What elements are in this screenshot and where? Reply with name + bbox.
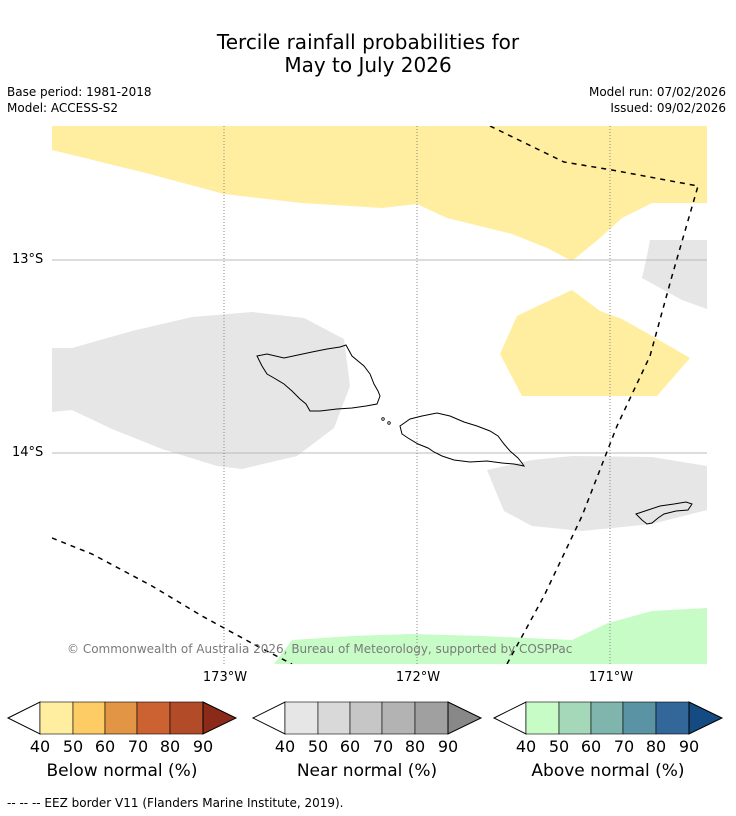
lon-label-173w: 173°W xyxy=(202,670,248,685)
above-tick-50: 50 xyxy=(548,737,570,756)
below-swatch-0 xyxy=(39,701,74,735)
near-swatch-1 xyxy=(317,701,351,735)
above-swatch-1 xyxy=(558,701,592,735)
near-swatch-2 xyxy=(349,701,383,735)
below-swatch-5 xyxy=(202,701,238,735)
above-tick-80: 80 xyxy=(645,737,667,756)
below-tick-70: 70 xyxy=(127,737,149,756)
above-swatch-3 xyxy=(622,701,657,735)
colorbar-near-svg xyxy=(251,701,483,735)
below-normal-region-middle xyxy=(500,290,690,396)
gridlines xyxy=(52,126,707,664)
above-normal-region xyxy=(274,608,707,664)
below-normal-region-top xyxy=(52,126,707,261)
map-canvas xyxy=(52,126,707,664)
meta-left: Base period: 1981-2018 Model: ACCESS-S2 xyxy=(7,84,152,116)
below-swatch-4 xyxy=(169,701,204,735)
above-tick-70: 70 xyxy=(613,737,635,756)
colorbar-above-normal xyxy=(492,701,724,735)
lon-label-172w: 172°W xyxy=(395,670,441,685)
colorbar-below-normal xyxy=(6,701,238,735)
near-tick-40: 40 xyxy=(274,737,296,756)
below-swatch-1 xyxy=(72,701,106,735)
near-tick-70: 70 xyxy=(372,737,394,756)
above-tick-40: 40 xyxy=(515,737,537,756)
above-tick-90: 90 xyxy=(678,737,700,756)
model-name: Model: ACCESS-S2 xyxy=(7,101,119,115)
island-upolu xyxy=(399,412,526,467)
copyright-notice: © Commonwealth of Australia 2026, Bureau… xyxy=(67,642,573,656)
above-swatch-2 xyxy=(590,701,624,735)
above-swatch-0 xyxy=(525,701,560,735)
below-tick-80: 80 xyxy=(159,737,181,756)
near-tick-80: 80 xyxy=(404,737,426,756)
above-normal-label: Above normal (%) xyxy=(531,761,685,781)
near-normal-region-right-bottom xyxy=(487,456,707,531)
below-tick-90: 90 xyxy=(192,737,214,756)
above-tick-60: 60 xyxy=(580,737,602,756)
near-normal-region-right-top xyxy=(642,240,707,309)
island-tutuila xyxy=(635,501,693,525)
meta-right: Model run: 07/02/2026 Issued: 09/02/2026 xyxy=(589,84,726,116)
title-line-1: Tercile rainfall probabilities for xyxy=(216,30,520,54)
near-swatch-3 xyxy=(381,701,416,735)
eez-legend: -- -- -- EEZ border V11 (Flanders Marine… xyxy=(7,796,344,810)
below-tick-60: 60 xyxy=(94,737,116,756)
below-tick-50: 50 xyxy=(62,737,84,756)
below-tick-40: 40 xyxy=(29,737,51,756)
above-swatch-4 xyxy=(655,701,690,735)
eez-border xyxy=(52,126,699,664)
near-swatch-4 xyxy=(414,701,449,735)
island-savaii xyxy=(256,344,381,412)
near-normal-label: Near normal (%) xyxy=(296,761,438,781)
model-run: Model run: 07/02/2026 xyxy=(588,85,726,99)
below-swatch-3 xyxy=(136,701,171,735)
near-swatch-0 xyxy=(284,701,319,735)
colorbar-below-svg xyxy=(6,701,238,735)
lat-label-14s: 14°S xyxy=(12,445,44,460)
near-normal-region-left xyxy=(52,312,350,469)
below-swatch-2 xyxy=(104,701,138,735)
colorbar-near-normal xyxy=(251,701,483,735)
lon-label-171w: 171°W xyxy=(588,670,634,685)
title-line-2: May to July 2026 xyxy=(284,53,452,77)
lat-label-13s: 13°S xyxy=(12,252,44,267)
map-panel xyxy=(52,126,707,664)
map-title: Tercile rainfall probabilities for May t… xyxy=(0,31,736,77)
near-tick-60: 60 xyxy=(339,737,361,756)
near-tick-90: 90 xyxy=(437,737,459,756)
base-period: Base period: 1981-2018 xyxy=(7,85,152,99)
near-swatch-5 xyxy=(447,701,483,735)
near-tick-50: 50 xyxy=(307,737,329,756)
above-swatch-5 xyxy=(688,701,724,735)
below-normal-label: Below normal (%) xyxy=(46,761,198,781)
issued-date: Issued: 09/02/2026 xyxy=(610,101,726,115)
colorbar-above-svg xyxy=(492,701,724,735)
